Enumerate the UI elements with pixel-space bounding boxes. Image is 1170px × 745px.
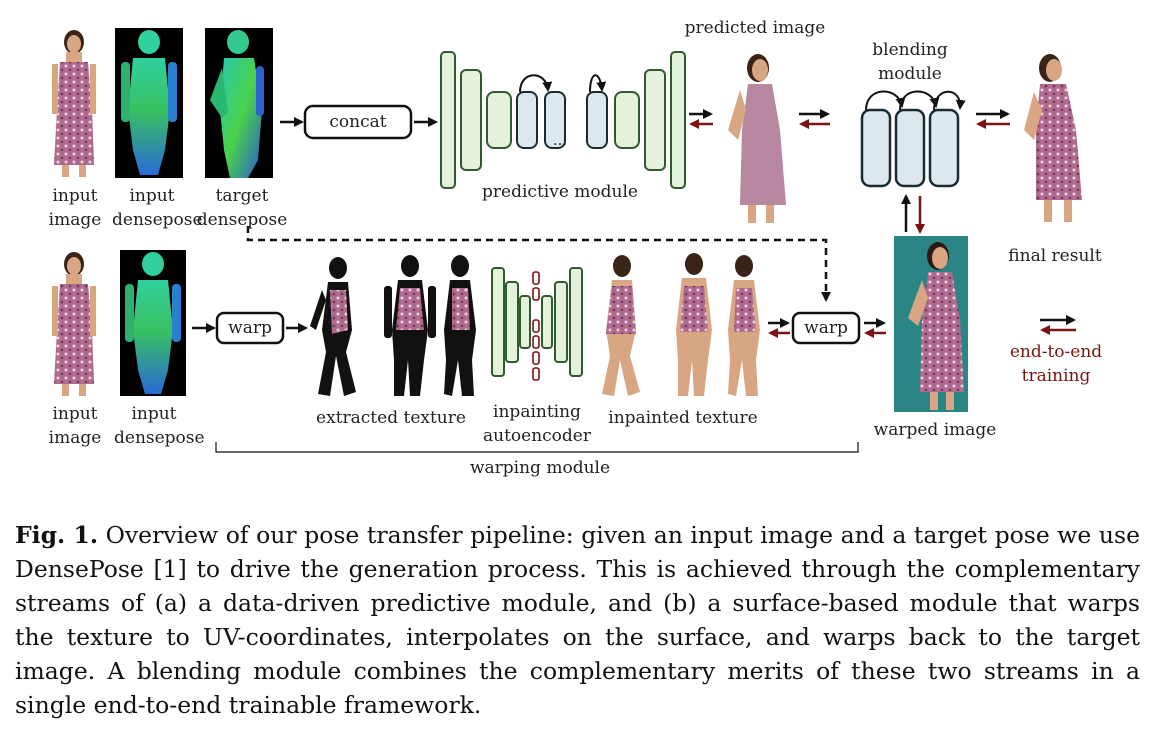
caption-text: Overview of our pose transfer pipeline: … xyxy=(15,521,1140,719)
label-extracted-texture: extracted texture xyxy=(316,408,466,428)
input-densepose-top xyxy=(115,28,183,178)
inpainted-texture-image xyxy=(602,253,760,396)
warp-box-1 xyxy=(215,311,285,345)
ellipsis: ... xyxy=(552,131,568,149)
label-final-result: final result xyxy=(1008,246,1102,266)
label-target-densepose: target densepose xyxy=(196,186,288,230)
predictive-module-network xyxy=(440,51,686,189)
dashed-target-pose-arrow xyxy=(246,226,831,302)
label-end-to-end-training: end-to-end training xyxy=(1009,342,1103,386)
label-input-image-top: input image xyxy=(48,186,102,230)
figure-number: Fig. 1. xyxy=(15,521,99,549)
label-predictive-module: predictive module xyxy=(482,182,638,202)
label-input-densepose-bottom: input densepose xyxy=(114,404,205,448)
predicted-image xyxy=(716,50,794,226)
figure-caption: Fig. 1. Overview of our pose transfer pi… xyxy=(15,518,1140,722)
extracted-texture-image xyxy=(310,255,476,396)
final-result-image xyxy=(1013,50,1091,226)
label-inpainted-texture: inpainted texture xyxy=(608,408,758,428)
target-densepose xyxy=(205,28,273,178)
label-blending-module: blending module xyxy=(872,40,948,84)
inpainting-autoencoder-network xyxy=(491,267,583,381)
input-densepose-bottom xyxy=(120,250,186,396)
label-warped-image: warped image xyxy=(873,420,997,440)
label-input-densepose-top: input densepose xyxy=(112,186,203,230)
input-image-top xyxy=(44,28,106,178)
label-inpainting-autoencoder: inpainting autoencoder xyxy=(483,402,591,446)
warping-module-bracket xyxy=(215,442,859,453)
label-warp-2: warp xyxy=(804,318,848,338)
label-warp-1: warp xyxy=(228,318,272,338)
warp-box-2 xyxy=(791,311,861,345)
warped-image xyxy=(894,236,968,412)
pose-transfer-figure: input image input densepose target dense… xyxy=(44,18,1103,478)
pipeline-diagram xyxy=(44,28,1091,453)
blending-module-network xyxy=(860,90,966,188)
label-warping-module: warping module xyxy=(469,458,611,478)
label-predicted-image: predicted image xyxy=(684,18,826,38)
input-image-bottom xyxy=(44,250,106,396)
label-input-image-bottom: input image xyxy=(48,404,102,448)
concat-box xyxy=(303,104,413,140)
label-concat: concat xyxy=(329,112,387,132)
